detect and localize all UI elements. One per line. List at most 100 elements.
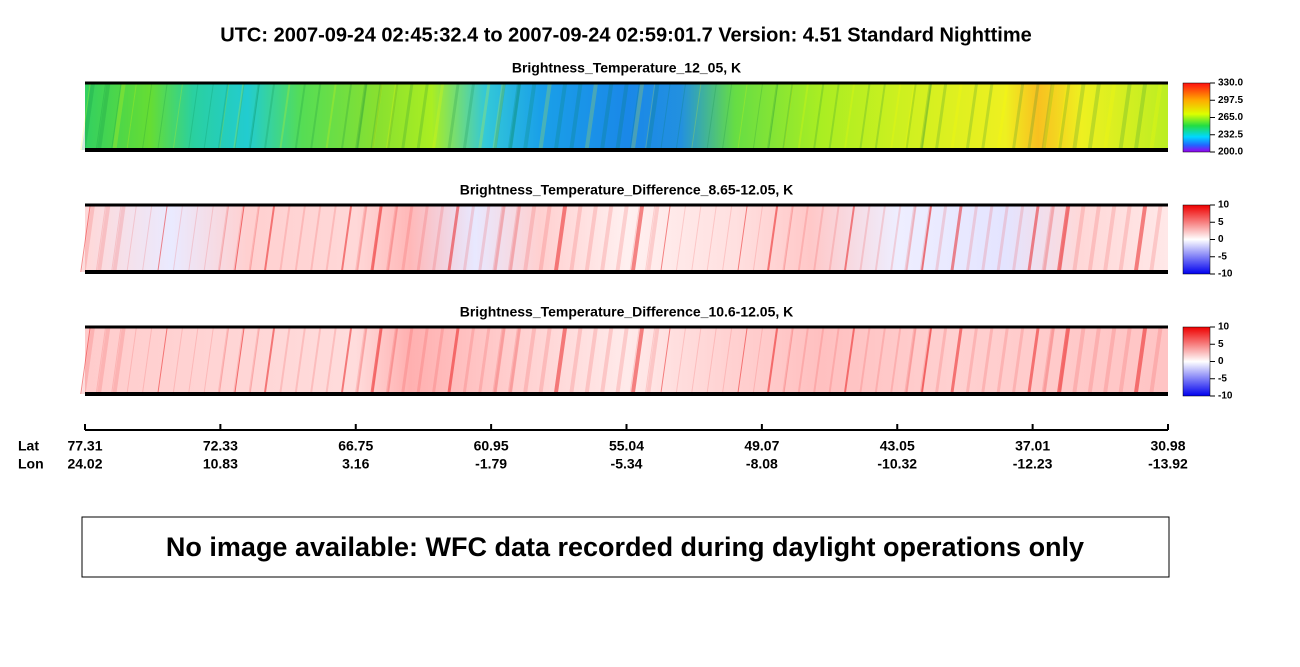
strip-texture xyxy=(1058,327,1071,394)
strip-texture xyxy=(401,327,414,394)
strip-texture xyxy=(431,83,445,150)
colorbar-label: -5 xyxy=(1218,251,1227,262)
strip-texture xyxy=(157,83,168,150)
strip-texture xyxy=(279,83,291,150)
strip-texture xyxy=(385,327,399,394)
strip-texture xyxy=(889,327,902,394)
lat-tick-label: 43.05 xyxy=(880,438,915,454)
colorbar-label: 330.0 xyxy=(1218,78,1243,89)
colorbar-label: 0 xyxy=(1218,356,1224,367)
strip-texture xyxy=(354,327,368,394)
strip-texture xyxy=(996,205,1009,272)
strip-texture xyxy=(783,205,794,272)
strip-texture xyxy=(447,83,460,150)
strip-texture xyxy=(157,327,168,394)
strip-texture xyxy=(644,83,656,150)
strip-texture xyxy=(828,205,840,272)
lon-tick-label: -1.79 xyxy=(475,456,507,472)
strip-texture xyxy=(965,83,979,150)
strip-texture xyxy=(248,327,260,394)
axis-ticks: 77.31 24.02 72.33 10.83 66.75 3.16 60.95 -1.79 5… xyxy=(67,424,1188,472)
strip-texture xyxy=(752,83,764,150)
strip-texture xyxy=(797,205,810,272)
strip-texture xyxy=(462,327,476,394)
colorbar-label: 265.0 xyxy=(1218,112,1243,123)
strip-texture xyxy=(157,205,168,272)
strip-texture xyxy=(1027,83,1040,150)
strip-texture xyxy=(629,83,640,150)
colorbar-label: -10 xyxy=(1218,269,1233,280)
strip-texture xyxy=(416,205,429,272)
colorbar xyxy=(1182,326,1211,397)
strip-texture xyxy=(1102,327,1117,394)
colorbar xyxy=(1182,82,1211,153)
strip-texture xyxy=(401,205,414,272)
strip-texture xyxy=(232,205,245,272)
strip-texture xyxy=(508,205,522,272)
strip-texture xyxy=(859,327,871,394)
strip-texture xyxy=(783,83,794,150)
strip-texture xyxy=(309,205,322,272)
strip-texture xyxy=(752,205,764,272)
strip-texture xyxy=(706,327,717,394)
strip-texture xyxy=(354,205,368,272)
strip-texture xyxy=(1056,327,1071,394)
strip-texture xyxy=(507,205,522,272)
strip-texture xyxy=(447,327,460,394)
strip-texture xyxy=(141,205,153,272)
strip-texture xyxy=(691,83,702,150)
strip-texture xyxy=(81,83,96,150)
strip-texture xyxy=(356,83,368,150)
strip-texture xyxy=(904,327,917,394)
strip-texture xyxy=(630,83,645,150)
strip-texture xyxy=(172,205,184,272)
strip-texture xyxy=(141,327,153,394)
strip-texture xyxy=(416,83,429,150)
strip-texture xyxy=(584,83,599,150)
strip-texture xyxy=(843,83,856,150)
lat-label: Lat xyxy=(18,438,39,454)
strip-texture xyxy=(309,327,322,394)
strip-texture xyxy=(492,83,506,150)
strip-texture xyxy=(385,205,399,272)
lat-tick-label: 66.75 xyxy=(338,438,373,454)
image-strip xyxy=(85,83,1168,150)
strip-texture xyxy=(675,205,687,272)
strip-texture xyxy=(522,327,537,394)
strip-texture xyxy=(660,83,671,150)
strip-texture xyxy=(737,327,748,394)
strip-texture xyxy=(646,327,660,394)
strip-texture xyxy=(721,205,733,272)
strip-texture xyxy=(1011,205,1025,272)
strip-texture xyxy=(1087,327,1102,394)
strip-texture xyxy=(431,205,445,272)
strip-texture xyxy=(538,83,552,150)
strip-texture xyxy=(629,327,640,394)
strip-texture xyxy=(234,205,245,272)
strip-texture xyxy=(569,205,583,272)
strip-texture xyxy=(874,327,887,394)
strip-texture xyxy=(249,83,261,150)
colorbar-label: -5 xyxy=(1218,373,1227,384)
strip-texture xyxy=(828,327,840,394)
strip-texture xyxy=(646,83,660,150)
strip-texture xyxy=(1087,83,1102,150)
strip-texture xyxy=(644,327,656,394)
strip-texture xyxy=(1042,327,1056,394)
strip-texture xyxy=(919,205,932,272)
strip-texture xyxy=(263,83,276,150)
strip-texture xyxy=(1072,327,1086,394)
strip-texture xyxy=(354,83,368,150)
lon-tick-label: -12.23 xyxy=(1013,456,1053,472)
strip-texture xyxy=(112,205,126,272)
strip-texture xyxy=(721,83,733,150)
strip-texture xyxy=(478,327,491,394)
strip-texture xyxy=(752,327,764,394)
strip-texture xyxy=(538,327,552,394)
strip-texture xyxy=(768,83,779,150)
strip-texture xyxy=(141,83,153,150)
strip-texture xyxy=(493,205,506,272)
strip-texture xyxy=(371,327,384,394)
strip-texture xyxy=(249,205,261,272)
strip-texture xyxy=(203,205,214,272)
